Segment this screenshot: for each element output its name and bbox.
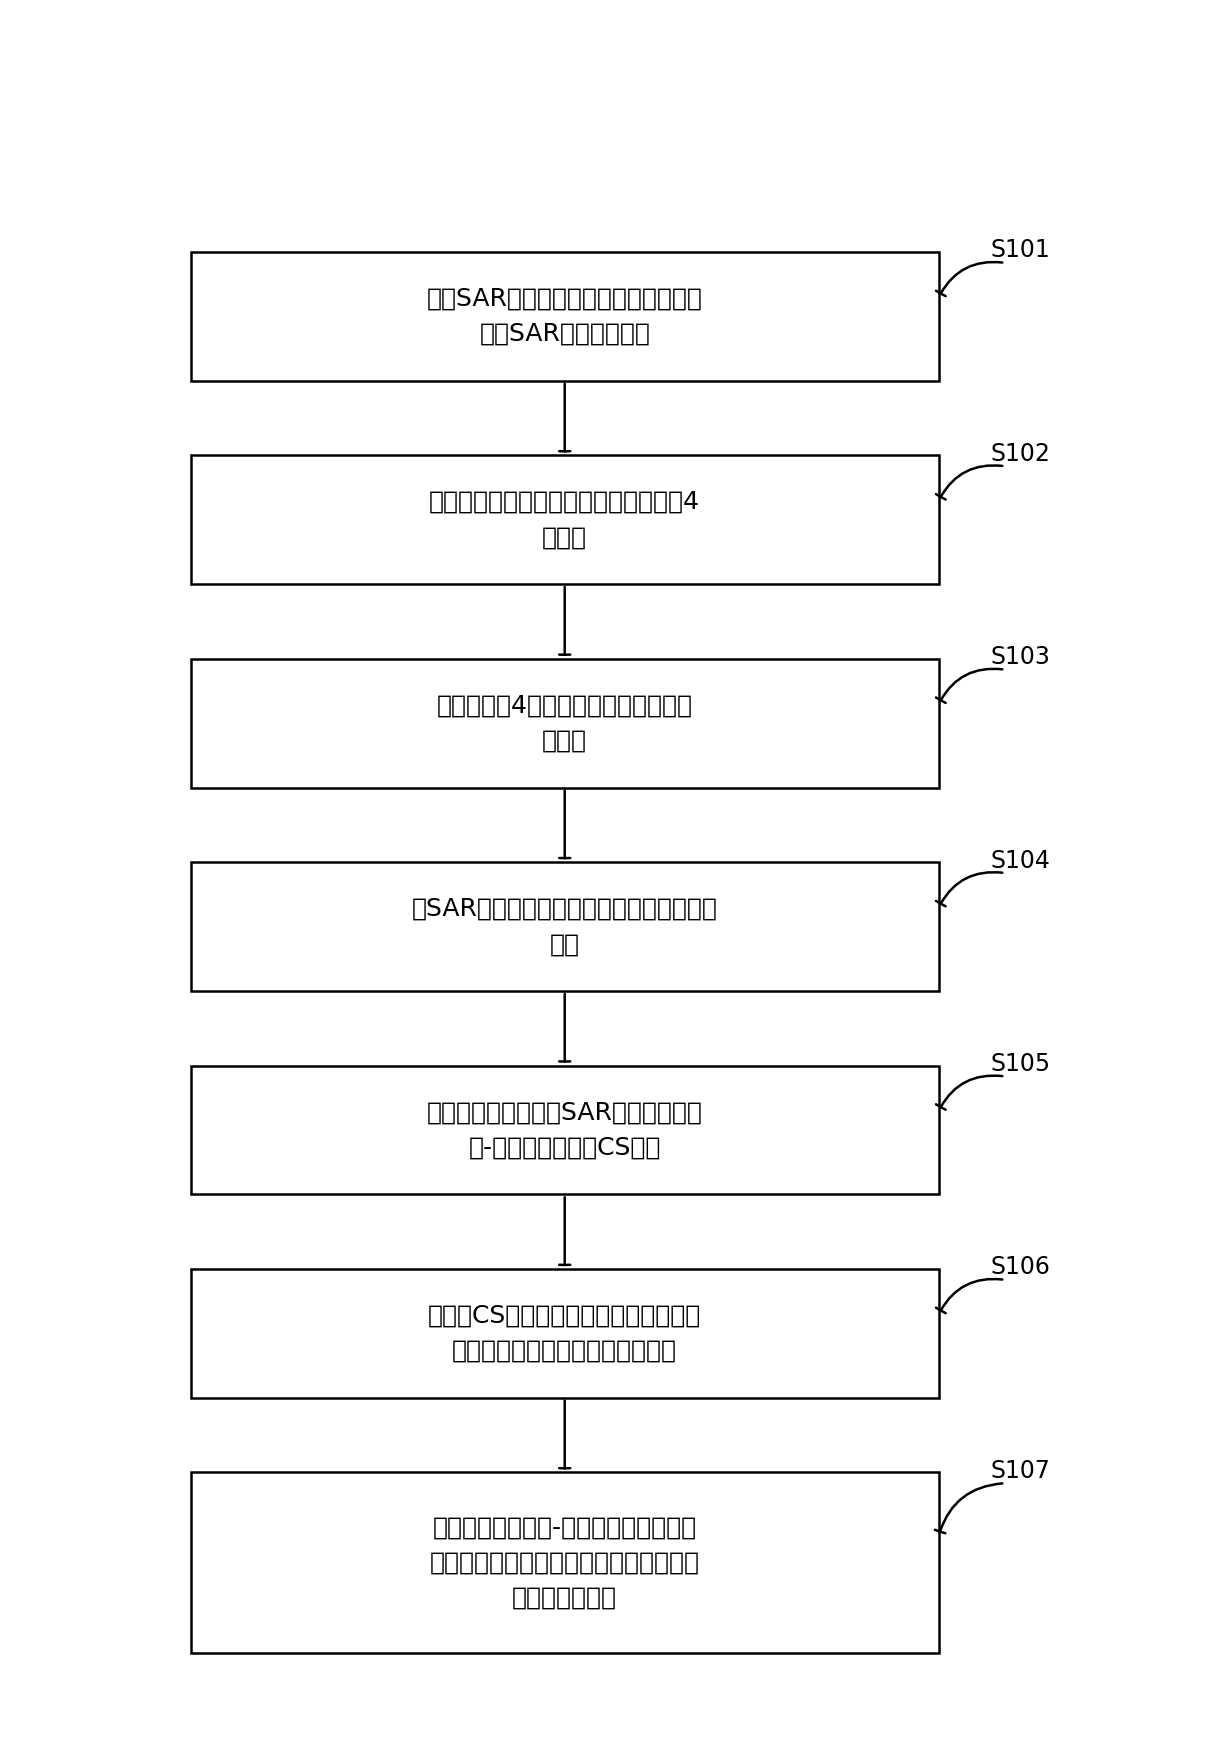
Text: S104: S104	[991, 849, 1051, 873]
Text: S102: S102	[991, 442, 1051, 467]
Text: 将信号变换到距离-多普勒域，进行方位
相位补偿和方位压缩，最后变换到二维时
域得到聚焦图像: 将信号变换到距离-多普勒域，进行方位 相位补偿和方位压缩，最后变换到二维时 域得…	[430, 1514, 700, 1610]
Text: 将SAR回波变换到距离频域，进行距离走动
校正: 将SAR回波变换到距离频域，进行距离走动 校正	[412, 896, 717, 956]
Text: 根据SAR系统几何模型和运动方程建立
曲线SAR的斜距表达式: 根据SAR系统几何模型和运动方程建立 曲线SAR的斜距表达式	[426, 287, 703, 347]
Text: S105: S105	[991, 1051, 1051, 1076]
Text: S101: S101	[991, 238, 1051, 262]
Text: 将切比雪夫4阶斜距模型等效为双曲方
程形式: 将切比雪夫4阶斜距模型等效为双曲方 程形式	[436, 694, 693, 754]
Bar	[191, 1270, 938, 1398]
Bar	[191, 1472, 938, 1654]
Bar	[191, 659, 938, 787]
Bar	[191, 863, 938, 991]
Text: 利用切比雪夫多项式对斜距表达式进行4
阶近似: 利用切比雪夫多项式对斜距表达式进行4 阶近似	[429, 490, 700, 549]
Bar	[191, 252, 938, 380]
Text: 将距离走到校正后的SAR信号变换到距
离-多普勒域，进行CS操作: 将距离走到校正后的SAR信号变换到距 离-多普勒域，进行CS操作	[426, 1101, 703, 1160]
Bar	[191, 1065, 938, 1194]
Text: S106: S106	[991, 1256, 1051, 1280]
Text: S107: S107	[991, 1458, 1051, 1483]
Text: 将完成CS操作的信号变换到二维频域，
进距离徙动校正和距离向聚焦处理: 将完成CS操作的信号变换到二维频域， 进距离徙动校正和距离向聚焦处理	[428, 1303, 701, 1363]
Text: S103: S103	[991, 645, 1051, 669]
Bar	[191, 456, 938, 585]
